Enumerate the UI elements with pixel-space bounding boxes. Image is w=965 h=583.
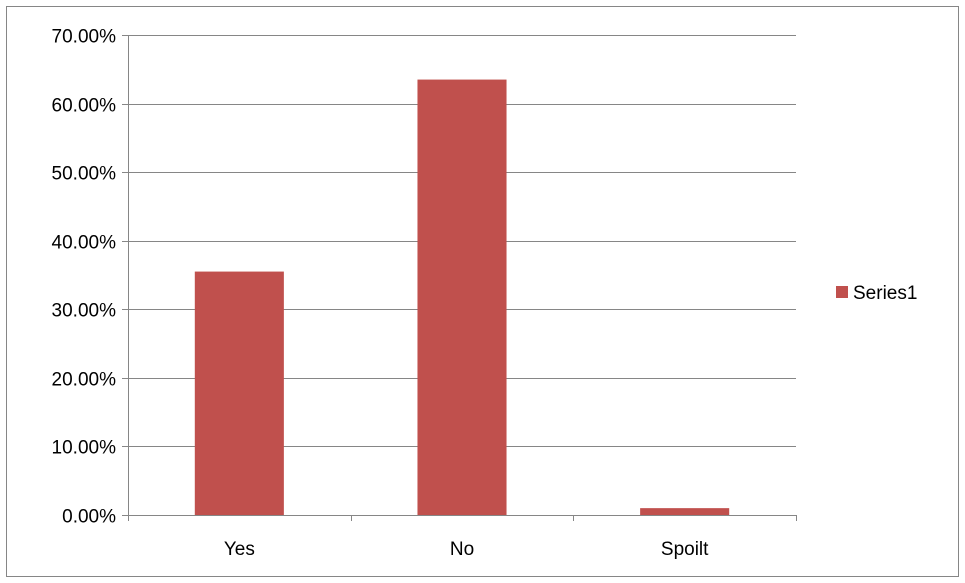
- chart-area: 0.00% 10.00% 20.00% 30.00% 40.00% 50.00% 60.00…: [6, 6, 959, 577]
- x-tick-label: Spoilt: [661, 539, 709, 560]
- y-tick-label: 50.00%: [52, 164, 117, 185]
- y-tick-label: 30.00%: [52, 301, 117, 322]
- x-axis-tick-labels: Yes No Spoilt: [224, 539, 709, 560]
- bar-chart: 0.00% 10.00% 20.00% 30.00% 40.00% 50.00% 60.00…: [52, 27, 918, 561]
- y-axis-tick-labels: 0.00% 10.00% 20.00% 30.00% 40.00% 50.00% 60.00…: [52, 27, 117, 528]
- bar-yes: [194, 271, 284, 515]
- legend: Series1: [836, 283, 917, 304]
- bars: [194, 79, 730, 516]
- x-tick-label: No: [450, 539, 474, 560]
- legend-swatch-series1: [836, 286, 848, 298]
- bar-spoilt: [640, 508, 730, 515]
- x-tick-label: Yes: [224, 539, 255, 560]
- legend-label-series1: Series1: [853, 283, 917, 304]
- y-tick-label: 20.00%: [52, 370, 117, 391]
- y-tick-label: 0.00%: [62, 507, 116, 528]
- y-tick-label: 60.00%: [52, 96, 117, 117]
- y-tick-label: 40.00%: [52, 233, 117, 254]
- y-tick-label: 70.00%: [52, 27, 117, 48]
- y-tick-label: 10.00%: [52, 438, 117, 459]
- bar-no: [417, 79, 507, 516]
- axes: [122, 35, 797, 521]
